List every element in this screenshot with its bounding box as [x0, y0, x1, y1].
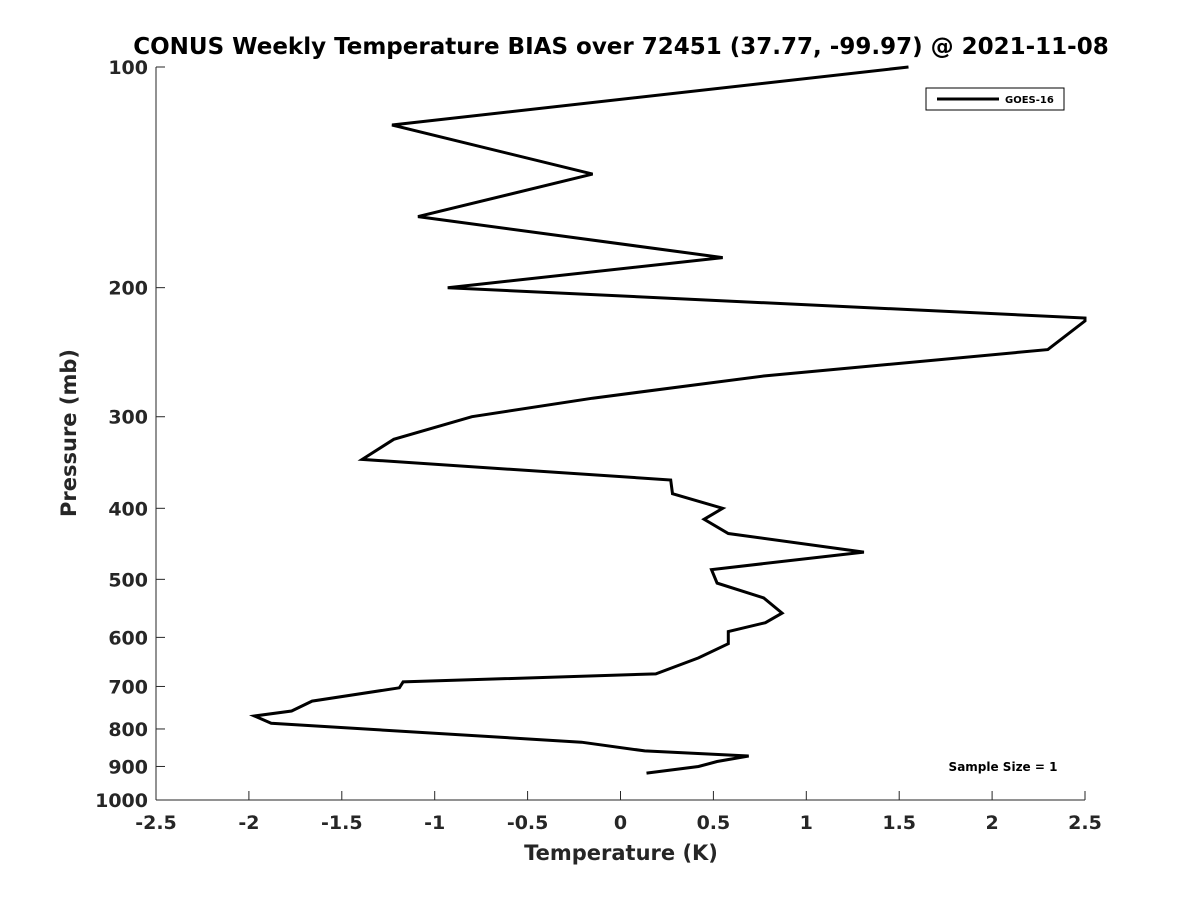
y-tick-label: 800	[108, 719, 148, 741]
y-tick-label: 900	[108, 756, 148, 778]
x-tick-label: -0.5	[507, 812, 549, 834]
y-tick-label: 400	[108, 498, 148, 520]
x-axis-ticks: -2.5 -2 -1.5 -1 -0.5 0 0.5 1 1.5 2 2.5	[135, 791, 1102, 834]
x-tick-label: -2.5	[135, 812, 177, 834]
x-tick-label: -1.5	[321, 812, 363, 834]
y-tick-label: 200	[108, 278, 148, 300]
plot-area	[156, 67, 1085, 800]
y-tick-label: 700	[108, 676, 148, 698]
y-tick-label: 500	[108, 569, 148, 591]
legend: GOES-16	[925, 87, 1065, 111]
x-tick-label: 1.5	[882, 812, 916, 834]
x-tick-label: 0.5	[697, 812, 731, 834]
y-tick-label: 600	[108, 627, 148, 649]
series-layer	[248, 65, 1087, 775]
legend-label-goes-16: GOES-16	[1005, 95, 1054, 106]
x-axis-label: Temperature (K)	[524, 841, 718, 865]
y-tick-label: 300	[108, 407, 148, 429]
x-tick-label: -2	[238, 812, 259, 834]
x-tick-label: 0	[614, 812, 627, 834]
sample-size-annotation: Sample Size = 1	[949, 760, 1058, 774]
y-tick-label: 100	[108, 57, 148, 79]
y-axis-ticks: 100 200 300 400 500 600 700 800 900 1000	[95, 57, 165, 812]
x-tick-label: 2.5	[1068, 812, 1102, 834]
x-tick-label: 2	[985, 812, 998, 834]
y-axis-label: Pressure (mb)	[57, 349, 81, 517]
x-tick-label: -1	[424, 812, 445, 834]
x-tick-label: 1	[800, 812, 813, 834]
chart-title: CONUS Weekly Temperature BIAS over 72451…	[133, 34, 1108, 60]
y-tick-label: 1000	[95, 790, 148, 812]
series-line-0	[248, 65, 1087, 775]
